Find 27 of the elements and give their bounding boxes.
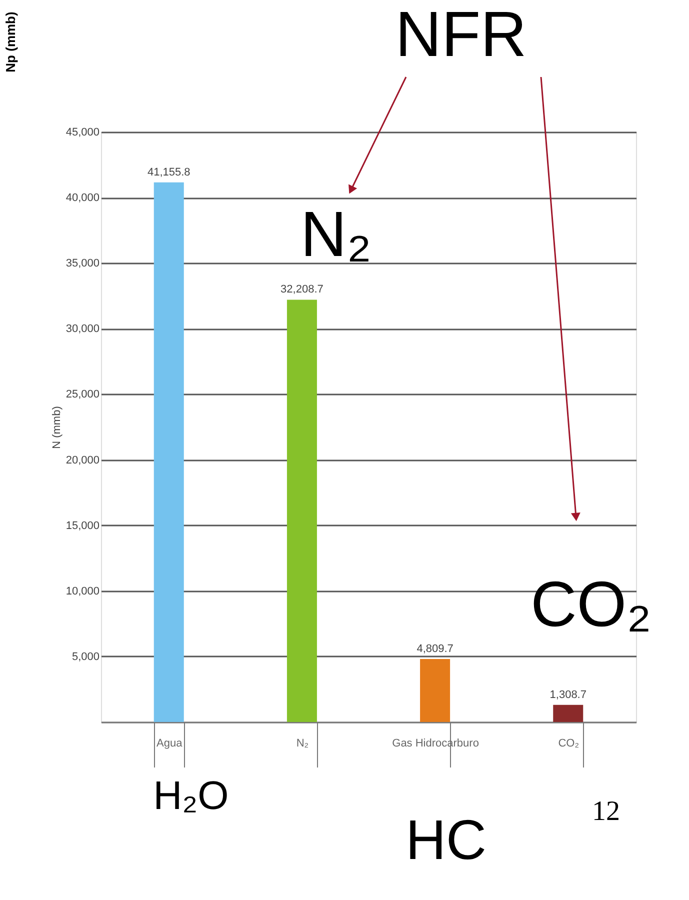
x-tick-label: Agua: [156, 738, 184, 750]
y-tick-label: 40,000: [66, 192, 100, 204]
y-tick-label: 30,000: [66, 323, 100, 336]
text: Np (mmb): [3, 12, 18, 72]
annotation: N₂: [300, 198, 372, 270]
y-tick-label: 20,000: [66, 454, 100, 466]
bar: [286, 300, 317, 722]
y-tick-label: 25,000: [66, 388, 100, 401]
y-tick-label: 15,000: [66, 520, 100, 532]
y-axis-title: N (mmb): [50, 406, 63, 449]
y-tick-label: 5,000: [72, 650, 100, 663]
data-label: 1,308.7: [550, 688, 586, 701]
text: NFR: [395, 0, 527, 70]
bar: [154, 182, 184, 722]
text: H₂O: [153, 774, 229, 818]
data-label: 41,155.8: [147, 166, 190, 178]
y-tick-label: 35,000: [66, 258, 100, 270]
bar: [420, 658, 450, 722]
text: HC: [406, 808, 486, 871]
text: 12: [592, 796, 620, 827]
y-tick-label: 10,000: [66, 585, 100, 598]
x-tick-label: N₂: [296, 738, 309, 750]
x-tick-label: CO₂: [558, 738, 580, 750]
data-label: 32,208.7: [280, 284, 324, 296]
y-tick-label: 45,000: [66, 126, 100, 138]
bar: [553, 704, 584, 722]
data-label: 4,809.7: [416, 642, 454, 655]
